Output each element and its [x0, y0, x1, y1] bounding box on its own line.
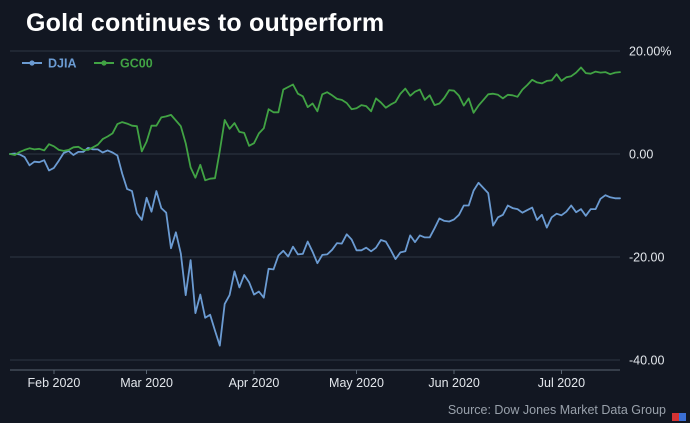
legend-label-gc00: GC00 [120, 57, 153, 71]
logo-blue-block [679, 413, 686, 421]
x-axis-label: Feb 2020 [27, 376, 80, 390]
y-axis-label: -40.00 [629, 354, 664, 368]
x-axis-label: Jul 2020 [538, 376, 585, 390]
x-axis-label: May 2020 [329, 376, 384, 390]
line-chart: 20.00% 0.00 -20.00 -40.00 Feb 2020 Mar 2020 Ap… [9, 45, 671, 390]
x-axis-label: Jun 2020 [428, 376, 479, 390]
y-axis-label: -20.00 [629, 251, 664, 265]
chart-panel: Gold continues to outperform 20.00% 0.00 -… [0, 9, 690, 421]
series-line-gc00 [9, 66, 621, 182]
legend-dot-djia [29, 60, 35, 66]
x-axis-label: Apr 2020 [229, 376, 280, 390]
y-axis-label: 20.00% [629, 45, 671, 59]
legend-label-djia: DJIA [48, 57, 76, 71]
logo-red-block [672, 413, 679, 421]
series-line-djia [9, 146, 621, 347]
x-axis-label: Mar 2020 [120, 376, 173, 390]
chart-title: Gold continues to outperform [26, 9, 385, 37]
y-axis-label: 0.00 [629, 148, 653, 162]
source-note: Source: Dow Jones Market Data Group [447, 403, 666, 417]
logo-mark [672, 413, 686, 421]
legend-dot-gc00 [101, 60, 107, 66]
